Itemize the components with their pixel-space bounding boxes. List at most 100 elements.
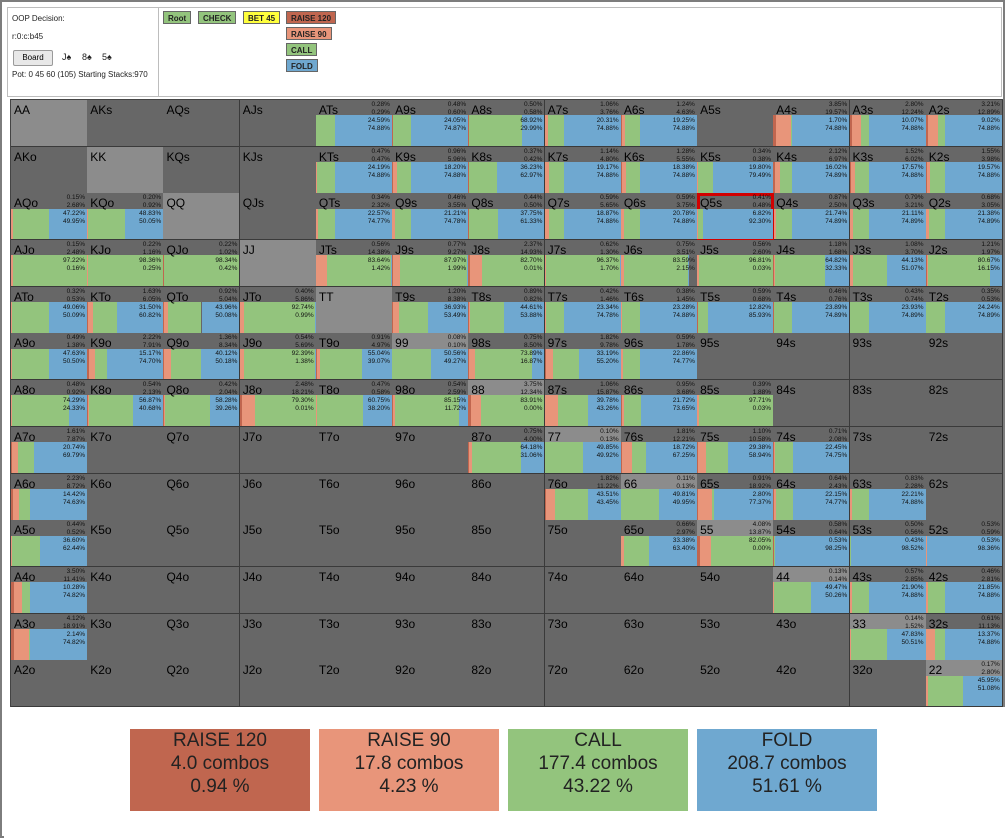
hand-cell-j6s[interactable]: 0.75% 3.51% 83.59% 2.15% J6s (620, 240, 698, 288)
hand-cell-q8s[interactable]: 0.44% 0.50% 37.75% 61.33% Q8s (468, 193, 546, 241)
hand-cell-a5o[interactable]: 0.44% 0.52% 36.60% 62.44% A5o (11, 520, 88, 568)
hand-cell-75s[interactable]: 1.10% 10.58% 29.38% 58.94% 75s (697, 426, 775, 474)
hand-cell-q9s[interactable]: 0.46% 3.55% 21.21% 74.78% Q9s (392, 193, 470, 241)
hand-cell-54o[interactable]: 54o (697, 566, 775, 614)
hand-cell-a2s[interactable]: 3.21% 12.89% 9.02% 74.88% A2s (925, 100, 1003, 147)
hand-cell-qjs[interactable]: QJs (239, 193, 317, 241)
hand-cell-a7o[interactable]: 1.61% 7.87% 20.74% 69.79% A7o (11, 426, 88, 474)
hand-cell-qjo[interactable]: 0.22% 1.02% 98.34% 0.42% QJo (163, 240, 241, 288)
hand-cell-a5s[interactable]: A5s (697, 100, 775, 147)
hand-cell-jts[interactable]: 0.56% 14.38% 83.64% 1.42% JTs (315, 240, 393, 288)
hand-cell-q4o[interactable]: Q4o (163, 566, 241, 614)
nav-check-button[interactable]: CHECK (198, 11, 237, 24)
hand-cell-a7s[interactable]: 1.06% 3.76% 20.31% 74.88% A7s (544, 100, 622, 147)
hand-cell-t7o[interactable]: T7o (315, 426, 393, 474)
hand-cell-72s[interactable]: 72s (925, 426, 1003, 474)
hand-cell-85o[interactable]: 85o (468, 520, 546, 568)
hand-cell-q3s[interactable]: 0.79% 3.21% 21.11% 74.89% Q3s (849, 193, 927, 241)
hand-cell-kqs[interactable]: KQs (163, 146, 241, 194)
hand-cell-k9s[interactable]: 0.96% 5.96% 18.20% 74.88% K9s (392, 146, 470, 194)
hand-cell-83s[interactable]: 83s (849, 380, 927, 428)
hand-cell-a4s[interactable]: 3.85% 19.57% 1.70% 74.88% A4s (773, 100, 851, 147)
hand-cell-k7o[interactable]: K7o (87, 426, 165, 474)
hand-cell-a3o[interactable]: 4.12% 18.91% 2.14% 74.82% A3o (11, 613, 88, 661)
hand-cell-j8s[interactable]: 2.37% 14.93% 82.70% 0.01% J8s (468, 240, 546, 288)
hand-cell-97s[interactable]: 1.82% 9.78% 33.19% 55.20% 97s (544, 333, 622, 381)
hand-cell-63o[interactable]: 63o (620, 613, 698, 661)
hand-cell-96o[interactable]: 96o (392, 473, 470, 521)
hand-cell-k8s[interactable]: 0.37% 0.42% 36.23% 62.97% K8s (468, 146, 546, 194)
hand-cell-82o[interactable]: 82o (468, 660, 546, 708)
hand-cell-74o[interactable]: 74o (544, 566, 622, 614)
hand-cell-kqo[interactable]: 0.20% 0.92% 48.83% 50.05% KQo (87, 193, 165, 241)
hand-cell-66[interactable]: 0.11% 0.13% 49.81% 49.95% 66 (620, 473, 698, 521)
hand-cell-q2s[interactable]: 0.68% 3.05% 21.38% 74.89% Q2s (925, 193, 1003, 241)
hand-cell-j2o[interactable]: J2o (239, 660, 317, 708)
hand-cell-86s[interactable]: 0.95% 3.68% 21.72% 73.65% 86s (620, 380, 698, 428)
hand-cell-kto[interactable]: 1.63% 6.05% 31.50% 60.82% KTo (87, 286, 165, 334)
hand-cell-k9o[interactable]: 2.22% 7.91% 15.17% 74.70% K9o (87, 333, 165, 381)
hand-cell-62s[interactable]: 62s (925, 473, 1003, 521)
hand-cell-t9s[interactable]: 1.20% 8.38% 36.93% 53.49% T9s (392, 286, 470, 334)
hand-cell-t8s[interactable]: 0.89% 0.82% 44.61% 53.88% T8s (468, 286, 546, 334)
hand-cell-43o[interactable]: 43o (773, 613, 851, 661)
hand-cell-73o[interactable]: 73o (544, 613, 622, 661)
hand-cell-q3o[interactable]: Q3o (163, 613, 241, 661)
hand-cell-q4s[interactable]: 0.87% 2.50% 21.74% 74.89% Q4s (773, 193, 851, 241)
hand-cell-q2o[interactable]: Q2o (163, 660, 241, 708)
hand-cell-64s[interactable]: 0.64% 2.43% 22.15% 74.77% 64s (773, 473, 851, 521)
hand-cell-q6o[interactable]: Q6o (163, 473, 241, 521)
nav-root-button[interactable]: Root (163, 11, 192, 24)
hand-cell-62o[interactable]: 62o (620, 660, 698, 708)
hand-cell-82s[interactable]: 82s (925, 380, 1003, 428)
hand-cell-t8o[interactable]: 0.47% 0.58% 60.75% 38.20% T8o (315, 380, 393, 428)
hand-cell-92s[interactable]: 92s (925, 333, 1003, 381)
hand-cell-jto[interactable]: 0.40% 5.86% 92.74% 0.99% JTo (239, 286, 317, 334)
hand-cell-97o[interactable]: 97o (392, 426, 470, 474)
hand-cell-t9o[interactable]: 0.91% 4.97% 55.04% 39.07% T9o (315, 333, 393, 381)
hand-cell-75o[interactable]: 75o (544, 520, 622, 568)
hand-cell-k7s[interactable]: 1.14% 4.80% 19.17% 74.88% K7s (544, 146, 622, 194)
hand-cell-j3s[interactable]: 1.08% 3.70% 44.13% 51.07% J3s (849, 240, 927, 288)
hand-cell-t5s[interactable]: 0.59% 0.68% 12.82% 85.93% T5s (697, 286, 775, 334)
hand-cell-t3s[interactable]: 0.43% 0.74% 23.93% 74.89% T3s (849, 286, 927, 334)
hand-cell-a4o[interactable]: 3.50% 11.41% 10.28% 74.82% A4o (11, 566, 88, 614)
hand-cell-a9s[interactable]: 0.48% 0.60% 24.05% 74.87% A9s (392, 100, 470, 147)
hand-cell-73s[interactable]: 73s (849, 426, 927, 474)
hand-cell-q5s[interactable]: 0.41% 0.48% 6.82% 92.30% Q5s (697, 193, 775, 241)
hand-cell-t7s[interactable]: 0.42% 1.46% 23.34% 74.78% T7s (544, 286, 622, 334)
hand-cell-74s[interactable]: 0.71% 2.08% 22.45% 74.75% 74s (773, 426, 851, 474)
hand-cell-tt[interactable]: TT (315, 286, 393, 334)
hand-cell-84o[interactable]: 84o (468, 566, 546, 614)
hand-cell-a6s[interactable]: 1.24% 4.63% 19.25% 74.88% A6s (620, 100, 698, 147)
hand-cell-q5o[interactable]: Q5o (163, 520, 241, 568)
hand-cell-aa[interactable]: AA (11, 100, 88, 147)
hand-cell-72o[interactable]: 72o (544, 660, 622, 708)
hand-cell-88[interactable]: 3.75% 12.34% 83.91% 0.00% 88 (468, 380, 546, 428)
hand-cell-98o[interactable]: 0.54% 2.59% 85.15% 11.72% 98o (392, 380, 470, 428)
hand-cell-65o[interactable]: 0.66% 2.97% 33.38% 63.40% 65o (620, 520, 698, 568)
hand-cell-aks[interactable]: AKs (87, 100, 165, 147)
hand-cell-93o[interactable]: 93o (392, 613, 470, 661)
nav-fold-button[interactable]: FOLD (286, 59, 318, 72)
hand-cell-98s[interactable]: 0.75% 8.50% 73.89% 16.87% 98s (468, 333, 546, 381)
hand-cell-33[interactable]: 0.14% 1.52% 47.83% 50.51% 33 (849, 613, 927, 661)
hand-cell-83o[interactable]: 83o (468, 613, 546, 661)
hand-cell-22[interactable]: 0.17% 2.80% 45.95% 51.08% 22 (925, 660, 1003, 708)
hand-cell-a9o[interactable]: 0.49% 1.38% 47.63% 50.50% A9o (11, 333, 88, 381)
board-button[interactable]: Board (13, 50, 53, 66)
hand-cell-j5o[interactable]: J5o (239, 520, 317, 568)
hand-cell-k2o[interactable]: K2o (87, 660, 165, 708)
hand-cell-44[interactable]: 0.13% 0.14% 49.47% 50.26% 44 (773, 566, 851, 614)
nav-call-button[interactable]: CALL (286, 43, 318, 56)
hand-cell-kjo[interactable]: 0.22% 1.16% 98.36% 0.25% KJo (87, 240, 165, 288)
nav-raise-120-button[interactable]: RAISE 120 (286, 11, 337, 24)
hand-cell-ajo[interactable]: 0.15% 2.48% 97.22% 0.16% AJo (11, 240, 88, 288)
hand-cell-k2s[interactable]: 1.55% 3.98% 19.57% 74.88% K2s (925, 146, 1003, 194)
hand-cell-t5o[interactable]: T5o (315, 520, 393, 568)
hand-cell-95s[interactable]: 95s (697, 333, 775, 381)
hand-cell-a2o[interactable]: A2o (11, 660, 88, 708)
hand-cell-k5s[interactable]: 0.34% 0.38% 19.80% 79.49% K5s (697, 146, 775, 194)
hand-cell-k8o[interactable]: 0.54% 2.13% 56.87% 40.68% K8o (87, 380, 165, 428)
hand-cell-j5s[interactable]: 0.56% 2.60% 96.81% 0.03% J5s (697, 240, 775, 288)
